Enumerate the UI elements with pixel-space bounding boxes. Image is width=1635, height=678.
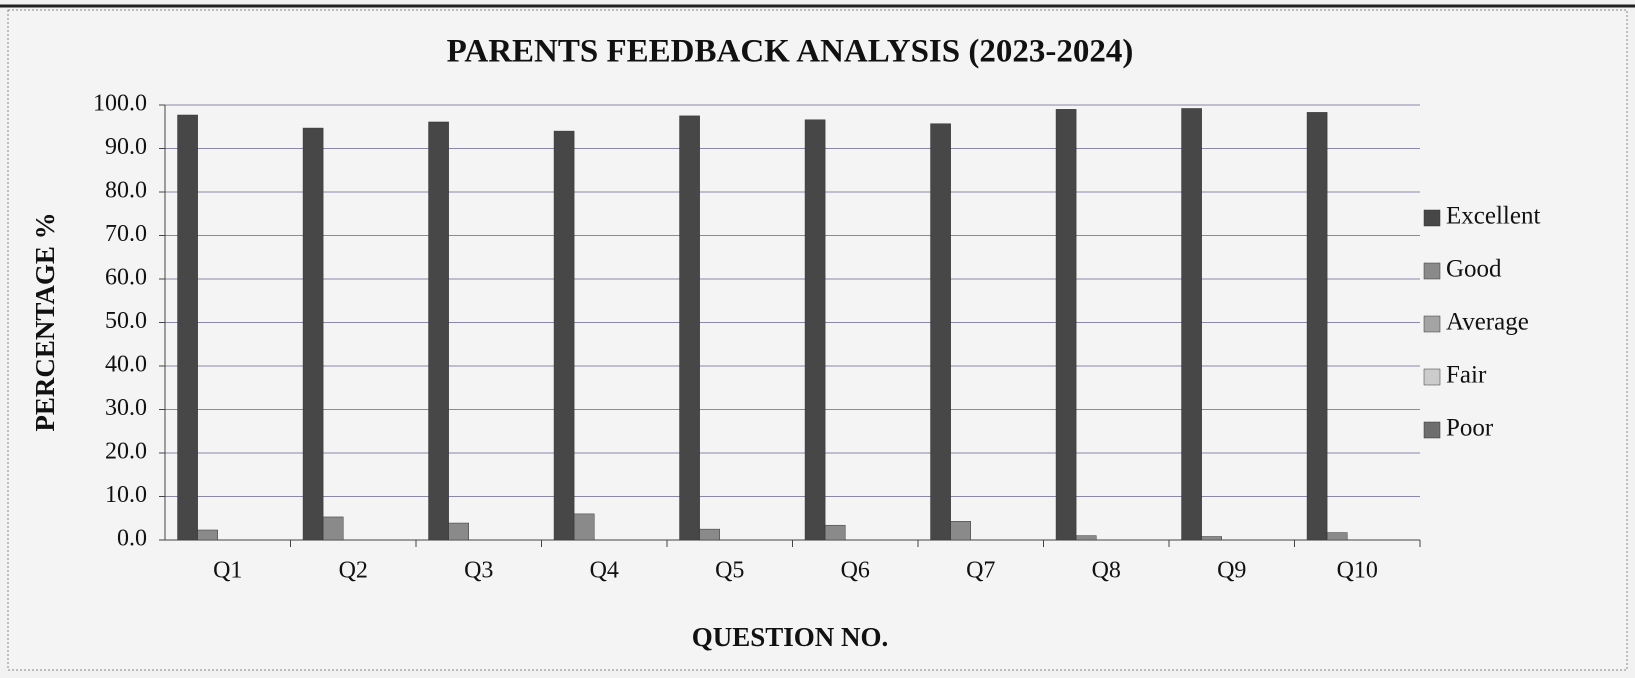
- bar: [302, 127, 324, 541]
- bar: [322, 516, 344, 541]
- x-tick-label: Q10: [1337, 558, 1378, 584]
- y-tick-label: 20.0: [105, 439, 147, 465]
- x-tick-label: Q5: [715, 558, 744, 584]
- y-axis-title: PERCENTAGE %: [30, 212, 60, 431]
- legend-label: Fair: [1446, 362, 1487, 389]
- legend-label: Poor: [1446, 415, 1494, 442]
- y-tick-label: 10.0: [105, 482, 147, 508]
- x-tick-label: Q9: [1217, 558, 1246, 584]
- legend-swatch: [1423, 209, 1441, 227]
- y-tick-label: 100.0: [93, 91, 147, 117]
- bar: [1201, 536, 1222, 541]
- bar: [679, 115, 700, 541]
- y-tick-label: 50.0: [105, 308, 147, 334]
- y-tick-label: 30.0: [105, 395, 147, 421]
- bar: [804, 119, 826, 541]
- bar: [573, 513, 595, 541]
- bar: [197, 529, 218, 541]
- bar: [448, 522, 469, 541]
- y-tick-label: 60.0: [105, 265, 147, 291]
- bar: [930, 123, 951, 541]
- legend-swatch: [1423, 368, 1441, 386]
- y-tick-label: 80.0: [105, 178, 147, 204]
- bar: [1075, 535, 1097, 541]
- bar: [699, 528, 720, 541]
- y-tick-label: 90.0: [105, 134, 147, 160]
- bar: [177, 114, 198, 541]
- x-tick-label: Q1: [213, 558, 242, 584]
- bar: [950, 521, 971, 541]
- bar: [824, 524, 846, 541]
- bar: [1326, 532, 1348, 541]
- x-tick-label: Q3: [464, 558, 493, 584]
- bar: [428, 121, 449, 541]
- x-axis-title: QUESTION NO.: [692, 622, 889, 652]
- bar: [553, 130, 575, 541]
- legend-label: Excellent: [1446, 203, 1540, 230]
- legend-label: Good: [1446, 256, 1502, 283]
- legend-label: Average: [1446, 309, 1529, 336]
- legend-swatch: [1423, 262, 1441, 280]
- bar: [1181, 108, 1202, 541]
- bar: [1055, 109, 1077, 541]
- y-tick-label: 40.0: [105, 352, 147, 378]
- bar: [1306, 112, 1328, 541]
- y-tick-label: 70.0: [105, 221, 147, 247]
- legend-swatch: [1423, 421, 1441, 439]
- x-tick-label: Q8: [1092, 558, 1121, 584]
- x-tick-label: Q4: [590, 558, 619, 584]
- x-tick-label: Q6: [841, 558, 870, 584]
- x-tick-label: Q7: [966, 558, 995, 584]
- chart-title: PARENTS FEEDBACK ANALYSIS (2023-2024): [447, 34, 1134, 70]
- y-tick-label: 0.0: [117, 526, 147, 552]
- legend-swatch: [1423, 315, 1441, 333]
- x-tick-label: Q2: [339, 558, 368, 584]
